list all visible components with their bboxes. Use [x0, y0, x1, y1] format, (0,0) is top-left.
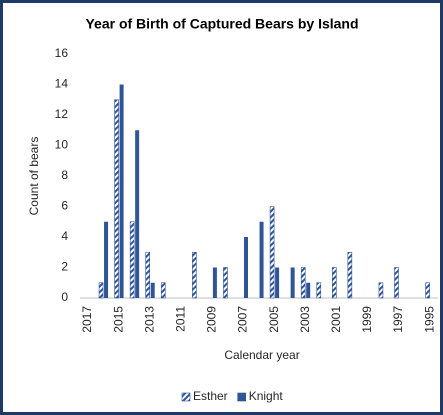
bar: [259, 221, 264, 298]
y-tick-label: 12: [55, 107, 69, 121]
bar: [98, 282, 104, 299]
bar: [223, 267, 228, 299]
bar: [316, 282, 322, 299]
chart-title: Year of Birth of Captured Bears by Islan…: [85, 16, 358, 32]
y-tick-label: 10: [55, 138, 69, 152]
x-tick-label: 2003: [298, 306, 312, 333]
x-tick-label: 2017: [80, 306, 94, 333]
legend-label: Esther: [193, 389, 228, 403]
bar: [135, 130, 140, 298]
y-tick-label: 16: [55, 46, 69, 60]
x-tick-label: 2007: [236, 306, 250, 333]
bar: [378, 282, 384, 299]
legend-label: Knight: [249, 389, 284, 403]
y-tick-label: 4: [61, 229, 68, 243]
bar: [306, 282, 311, 298]
x-tick-label: 1999: [360, 306, 374, 333]
y-tick-label: 14: [55, 77, 69, 91]
bar: [394, 267, 399, 299]
bar: [290, 267, 295, 298]
x-tick-label: 2005: [267, 306, 281, 333]
bar: [192, 251, 197, 299]
bar: [150, 282, 155, 298]
bar: [160, 282, 166, 299]
x-tick-label: 2015: [111, 306, 125, 333]
bar: [244, 237, 248, 298]
bar: [212, 267, 217, 298]
bar: [331, 267, 337, 299]
bar: [347, 251, 353, 299]
x-tick-label: 1997: [391, 306, 405, 333]
bar: [300, 267, 306, 299]
y-tick-label: 8: [61, 168, 68, 182]
bar: [275, 267, 280, 298]
y-axis-title: Count of bears: [27, 137, 41, 216]
bar: [425, 282, 430, 299]
x-tick-label: 2009: [205, 306, 219, 333]
x-tick-label: 2001: [329, 306, 343, 333]
x-tick-label: 1995: [422, 306, 436, 333]
bar: [269, 206, 275, 299]
legend-swatch: [237, 392, 246, 402]
bar: [129, 221, 135, 299]
y-tick-label: 2: [61, 260, 68, 274]
y-tick-label: 6: [61, 199, 68, 213]
bar: [104, 221, 109, 298]
x-tick-label: 2011: [173, 306, 187, 332]
legend-swatch: [181, 392, 191, 402]
x-axis-title: Calendar year: [224, 348, 299, 362]
bar: [119, 84, 124, 298]
bar: [145, 251, 150, 299]
bar: [114, 99, 119, 299]
x-tick-label: 2013: [142, 306, 156, 333]
y-tick-label: 0: [61, 290, 68, 304]
